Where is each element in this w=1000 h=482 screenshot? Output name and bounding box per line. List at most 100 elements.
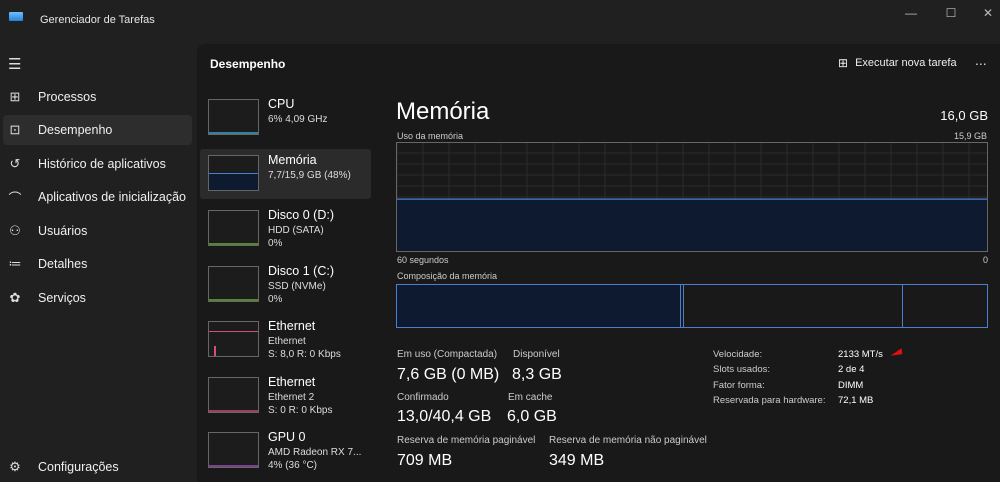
- device-item[interactable]: Ethernet Ethernet 2 S: 0 R: 0 Kbps: [200, 371, 371, 421]
- device-detail: 6% 4,09 GHz: [268, 114, 328, 125]
- window-title: Gerenciador de Tarefas: [40, 14, 155, 26]
- spec-value: 2133 MT/s: [838, 349, 883, 360]
- users-icon: ⚇: [9, 223, 21, 238]
- device-detail: SSD (NVMe): [268, 280, 326, 292]
- minimize-button[interactable]: —: [905, 6, 917, 20]
- device-item[interactable]: GPU 0 AMD Radeon RX 7... 4% (36 °C): [200, 426, 371, 476]
- sidebar-item-processos[interactable]: ⊞ Processos: [3, 82, 192, 112]
- device-detail-2: S: 0 R: 0 Kbps: [268, 404, 333, 416]
- committed-value: 13,0/40,4 GB: [397, 408, 492, 425]
- nonpaged-pool-label: Reserva de memória não paginável: [549, 435, 707, 446]
- sidebar-item-detalhes[interactable]: ≔ Detalhes: [3, 249, 192, 279]
- spec-label: Slots usados:: [713, 364, 771, 376]
- device-thumbnail-graph: [208, 265, 259, 302]
- sidebar-item-label: Serviços: [38, 291, 86, 305]
- run-new-task-label: Executar nova tarefa: [855, 57, 957, 69]
- device-item[interactable]: Ethernet Ethernet S: 8,0 R: 0 Kbps: [200, 315, 371, 365]
- history-icon: ↺: [9, 156, 21, 171]
- device-name: Ethernet: [268, 374, 316, 389]
- resource-title: Memória: [396, 98, 490, 125]
- memory-usage-fill: [397, 199, 987, 251]
- spec-label: Velocidade:: [713, 349, 763, 360]
- main-panel: [197, 44, 1000, 482]
- sidebar-item-historico[interactable]: ↺ Histórico de aplicativos: [3, 149, 192, 179]
- device-detail: Ethernet: [268, 336, 306, 347]
- puzzle-icon: ✿: [9, 290, 21, 305]
- hamburger-icon[interactable]: ☰: [8, 56, 22, 73]
- gear-icon: ⚙: [9, 459, 21, 474]
- composition-label: Composição da memória: [397, 271, 498, 281]
- time-left-label: 60 segundos: [397, 255, 449, 265]
- sidebar-item-servicos[interactable]: ✿ Serviços: [3, 283, 192, 313]
- device-item[interactable]: Disco 1 (C:) SSD (NVMe) 0%: [200, 260, 371, 310]
- device-detail: HDD (SATA): [268, 225, 324, 236]
- device-item[interactable]: CPU 6% 4,09 GHz: [200, 93, 371, 143]
- maximize-button[interactable]: ☐: [945, 6, 957, 20]
- spec-value: 72,1 MB: [838, 394, 874, 406]
- page-title: Desempenho: [210, 57, 286, 71]
- composition-standby-divider: [902, 285, 903, 327]
- device-detail: 7,7/15,9 GB (48%): [268, 169, 351, 181]
- close-button[interactable]: ✕: [982, 6, 994, 20]
- sidebar-item-label: Usuários: [38, 224, 88, 238]
- device-thumbnail-graph: [208, 210, 259, 246]
- sidebar-item-label: Processos: [38, 90, 97, 104]
- device-detail-2: 0%: [268, 238, 283, 249]
- run-new-task-button[interactable]: ⊞ Executar nova tarefa: [838, 52, 957, 74]
- device-thumbnail-graph: [208, 432, 259, 468]
- new-task-icon: ⊞: [838, 56, 849, 70]
- paged-pool-label: Reserva de memória paginável: [397, 435, 536, 446]
- usage-label: Uso da memória: [397, 131, 464, 141]
- sidebar-item-label: Aplicativos de inicialização: [38, 190, 186, 204]
- sidebar-item-inicializacao[interactable]: ⌒ Aplicativos de inicialização: [3, 182, 192, 212]
- device-detail-2: 4% (36 °C): [268, 460, 318, 471]
- device-name: CPU: [268, 97, 295, 111]
- device-detail: AMD Radeon RX 7...: [268, 447, 362, 458]
- sidebar-item-usuarios[interactable]: ⚇ Usuários: [3, 216, 192, 246]
- spec-value: DIMM: [838, 379, 864, 391]
- device-name: Disco 0 (D:): [268, 208, 334, 222]
- committed-label: Confirmado: [397, 392, 449, 403]
- device-thumbnail-graph: [208, 99, 259, 135]
- available-label: Disponível: [513, 349, 560, 360]
- sidebar-item-label: Desempenho: [38, 123, 113, 137]
- device-detail-2: S: 8,0 R: 0 Kbps: [268, 349, 341, 360]
- speedometer-icon: ⌒: [8, 190, 22, 206]
- device-item[interactable]: Disco 0 (D:) HDD (SATA) 0%: [200, 204, 371, 254]
- memory-usage-graph: [396, 142, 988, 252]
- sidebar-item-label: Configurações: [38, 460, 119, 474]
- device-name: GPU 0: [268, 430, 306, 444]
- composition-modified: [683, 285, 684, 327]
- time-right-label: 0: [982, 255, 988, 265]
- device-thumbnail-graph: [208, 154, 259, 191]
- composition-in-use: [397, 285, 681, 327]
- sidebar-item-configuracoes[interactable]: ⚙ Configurações: [3, 452, 192, 482]
- device-name: Ethernet: [268, 319, 316, 333]
- in-use-label: Em uso (Compactada): [397, 349, 498, 360]
- device-detail-2: 0%: [268, 293, 283, 305]
- available-value: 8,3 GB: [512, 366, 562, 383]
- more-options-button[interactable]: ...: [975, 52, 987, 68]
- app-logo-icon: [9, 12, 23, 21]
- nonpaged-pool-value: 349 MB: [549, 452, 605, 469]
- cached-value: 6,0 GB: [507, 408, 557, 425]
- in-use-value: 7,6 GB (0 MB): [397, 366, 500, 383]
- spec-label: Reservada para hardware:: [713, 394, 826, 406]
- usage-max: 15,9 GB: [953, 131, 987, 141]
- device-name: Memória: [268, 152, 317, 167]
- device-detail: Ethernet 2: [268, 391, 315, 403]
- memory-composition-bar: [396, 284, 988, 328]
- spec-value: 2 de 4: [838, 364, 865, 376]
- total-memory: 16,0 GB: [940, 108, 988, 123]
- sidebar-item-desempenho[interactable]: ⊡ Desempenho: [3, 115, 192, 145]
- sidebar-item-label: Detalhes: [38, 257, 88, 271]
- grid-icon: ⊞: [9, 89, 21, 104]
- cached-label: Em cache: [508, 392, 553, 403]
- performance-icon: ⊡: [9, 122, 21, 137]
- paged-pool-value: 709 MB: [397, 452, 453, 469]
- sidebar-item-label: Histórico de aplicativos: [38, 157, 166, 171]
- device-thumbnail-graph: [208, 376, 259, 413]
- device-thumbnail-graph: [208, 321, 259, 357]
- spec-label: Fator forma:: [713, 379, 765, 391]
- device-item[interactable]: Memória 7,7/15,9 GB (48%): [200, 148, 371, 199]
